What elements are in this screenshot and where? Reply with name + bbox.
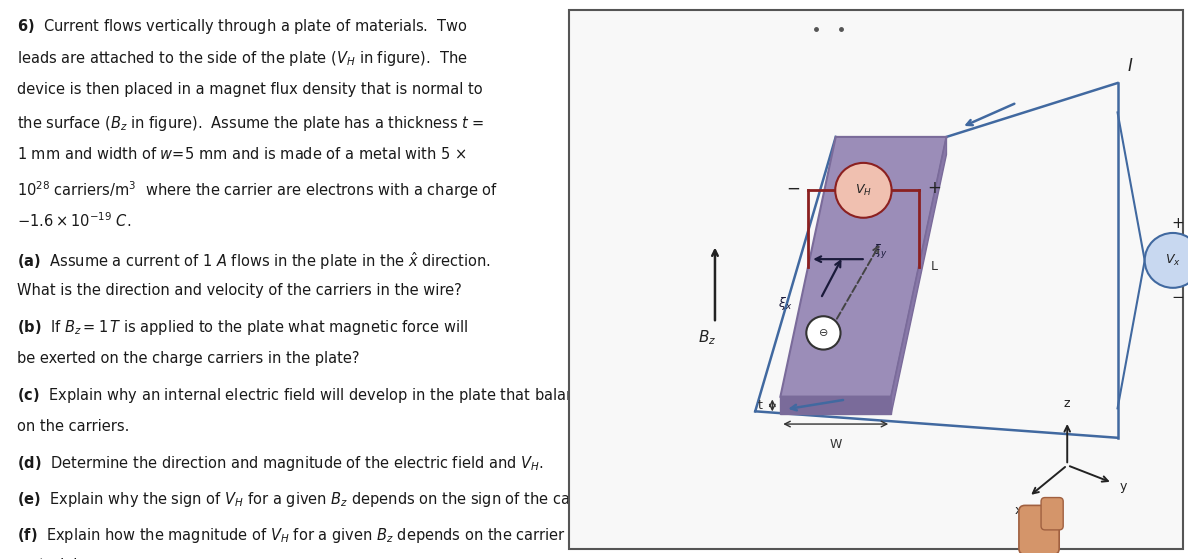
Polygon shape bbox=[780, 396, 892, 414]
Text: t: t bbox=[757, 399, 762, 412]
Text: $B_z$: $B_z$ bbox=[698, 328, 716, 347]
Text: $\mathbf{(c)}$  Explain why an internal electric field will develop in the plate: $\mathbf{(c)}$ Explain why an internal e… bbox=[17, 386, 793, 405]
Text: on the carriers.: on the carriers. bbox=[17, 419, 130, 434]
Text: $\xi_y$: $\xi_y$ bbox=[872, 243, 887, 261]
Text: x: x bbox=[1014, 504, 1022, 518]
Text: What is the direction and velocity of the carriers in the wire?: What is the direction and velocity of th… bbox=[17, 283, 462, 297]
Text: $\ominus$: $\ominus$ bbox=[818, 328, 828, 338]
Text: $\mathbf{(e)}$  Explain why the sign of $V_H$ for a given $B_z$ depends on the s: $\mathbf{(e)}$ Explain why the sign of $… bbox=[17, 490, 613, 509]
Text: $V_H$: $V_H$ bbox=[854, 183, 872, 198]
Text: $\mathbf{(f)}$  Explain how the magnitude of $V_H$ for a given $B_z$ depends on : $\mathbf{(f)}$ Explain how the magnitude… bbox=[17, 526, 778, 545]
Text: W: W bbox=[829, 438, 842, 451]
Circle shape bbox=[835, 163, 892, 218]
FancyBboxPatch shape bbox=[1042, 498, 1063, 530]
Text: $\mathbf{6)}$  Current flows vertically through a plate of materials.  Two: $\mathbf{6)}$ Current flows vertically t… bbox=[17, 17, 468, 36]
Text: the surface ($B_z$ in figure).  Assume the plate has a thickness $t$ =: the surface ($B_z$ in figure). Assume th… bbox=[17, 114, 485, 133]
Text: $\mathbf{(b)}$  If $B_z = 1\,T$ is applied to the plate what magnetic force will: $\mathbf{(b)}$ If $B_z = 1\,T$ is applie… bbox=[17, 318, 468, 337]
Circle shape bbox=[806, 316, 840, 349]
Text: be exerted on the charge carriers in the plate?: be exerted on the charge carriers in the… bbox=[17, 350, 360, 366]
Text: −: − bbox=[786, 179, 800, 197]
Polygon shape bbox=[892, 137, 947, 414]
Text: device is then placed in a magnet flux density that is normal to: device is then placed in a magnet flux d… bbox=[17, 82, 482, 97]
Text: I: I bbox=[1128, 57, 1133, 75]
Text: $\mathbf{(a)}$  Assume a current of 1 $A$ flows in the plate in the $\hat{x}$ di: $\mathbf{(a)}$ Assume a current of 1 $A$… bbox=[17, 250, 491, 272]
Text: $-1.6 \times 10^{-19}$ $C$.: $-1.6 \times 10^{-19}$ $C$. bbox=[17, 211, 131, 230]
Text: L: L bbox=[931, 260, 938, 273]
Text: $V_x$: $V_x$ bbox=[1165, 253, 1181, 268]
Text: −: − bbox=[1171, 290, 1184, 305]
Text: y: y bbox=[1120, 480, 1127, 493]
Text: material.: material. bbox=[17, 558, 83, 559]
Text: +: + bbox=[1171, 216, 1184, 231]
Circle shape bbox=[1145, 233, 1200, 288]
Text: 1 mm and width of $w$=5 mm and is made of a metal with 5 $\times$: 1 mm and width of $w$=5 mm and is made o… bbox=[17, 146, 467, 163]
Text: $\mathbf{(d)}$  Determine the direction and magnitude of the electric field and : $\mathbf{(d)}$ Determine the direction a… bbox=[17, 454, 544, 473]
Text: $10^{28}$ carriers/m$^3$  where the carrier are electrons with a charge of: $10^{28}$ carriers/m$^3$ where the carri… bbox=[17, 179, 498, 201]
Text: z: z bbox=[1064, 397, 1070, 410]
Text: leads are attached to the side of the plate ($V_H$ in figure).  The: leads are attached to the side of the pl… bbox=[17, 49, 468, 68]
Text: $\xi_x$: $\xi_x$ bbox=[778, 295, 792, 312]
Polygon shape bbox=[780, 137, 947, 396]
Text: +: + bbox=[926, 179, 941, 197]
FancyBboxPatch shape bbox=[1019, 505, 1060, 555]
